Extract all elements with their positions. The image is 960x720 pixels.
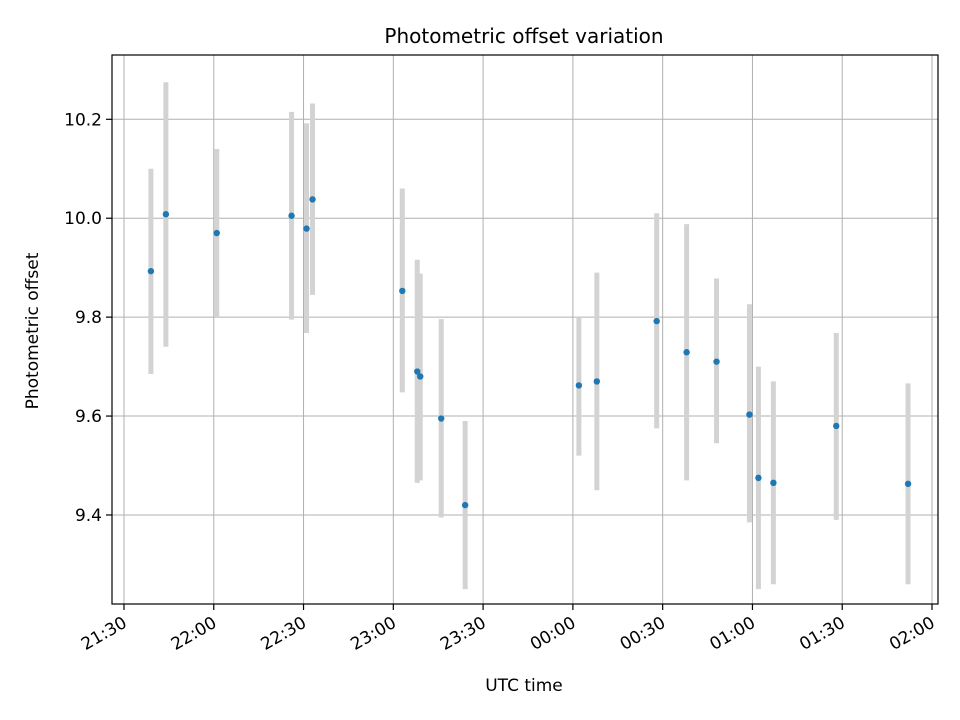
plot-frame: [111, 54, 939, 605]
data-point: [713, 358, 720, 365]
data-point: [414, 368, 421, 375]
error-bars: [148, 82, 911, 590]
x-tick-label: 01:30: [796, 613, 848, 655]
data-point: [461, 501, 469, 509]
y-axis-ticks: 9.4 9.6 9.8 10.0 10.2: [64, 110, 112, 526]
y-tick-label: 9.6: [75, 407, 102, 427]
data-point: [288, 212, 295, 219]
data-point: [399, 287, 406, 295]
grid-lines: [112, 55, 938, 604]
x-tick-label: 02:00: [886, 613, 938, 655]
data-point: [833, 422, 840, 430]
data-point: [904, 480, 912, 488]
data-point: [653, 317, 660, 325]
data-point: [162, 211, 170, 218]
x-tick-label: 01:00: [707, 613, 759, 655]
data-point: [593, 378, 601, 385]
data-point: [309, 196, 316, 203]
y-axis-label: Photometric offset: [23, 252, 43, 409]
data-point: [575, 382, 583, 389]
y-tick-label: 9.8: [75, 308, 102, 328]
x-tick-label: 22:00: [168, 613, 220, 655]
data-point: [438, 415, 445, 422]
data-point: [213, 229, 220, 237]
x-tick-label: 23:00: [347, 613, 399, 655]
data-points: [147, 196, 912, 509]
x-tick-label: 00:30: [617, 613, 669, 655]
y-tick-label: 10.2: [64, 110, 102, 130]
x-axis-label: UTC time: [485, 676, 563, 696]
data-point: [683, 349, 690, 356]
x-axis-ticks: 21:30 22:00 22:30 23:00 23:30 00:00 00:30 01:00…: [78, 604, 939, 655]
data-point: [746, 411, 753, 418]
x-tick-label: 00:00: [527, 613, 579, 655]
x-tick-label: 21:30: [78, 613, 130, 655]
data-point: [417, 373, 424, 380]
data-point: [303, 225, 310, 232]
chart-title: Photometric offset variation: [384, 24, 663, 48]
x-tick-label: 23:30: [437, 613, 489, 655]
data-point: [147, 267, 155, 275]
y-tick-label: 10.0: [64, 209, 102, 229]
data-point: [770, 479, 777, 487]
data-point: [755, 474, 762, 482]
x-tick-label: 22:30: [258, 613, 310, 655]
y-tick-label: 9.4: [75, 506, 102, 526]
